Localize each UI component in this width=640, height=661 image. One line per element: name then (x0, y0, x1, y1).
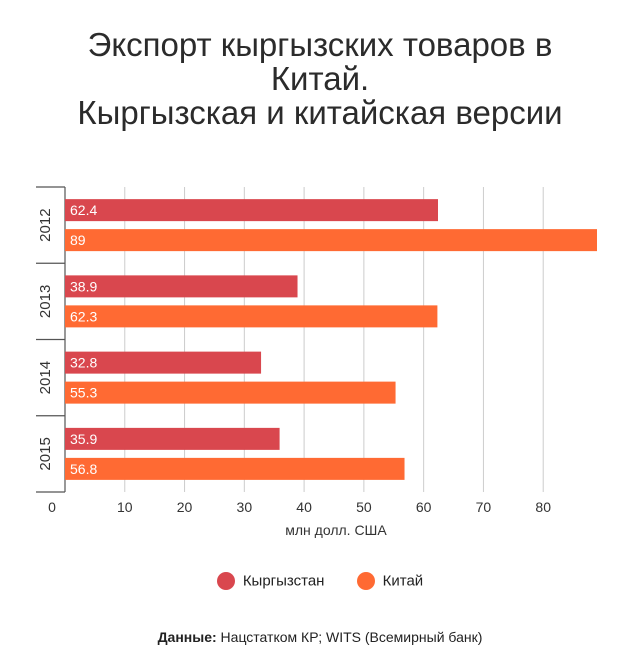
chart-title: Экспорт кыргызских товаров в Китай. Кырг… (0, 28, 640, 130)
category-label-2015: 2015 (37, 437, 54, 470)
legend-item-kyrgyzstan[interactable]: Кыргызстан (216, 572, 325, 591)
data-label-kyrgyzstan-2013: 38.9 (70, 278, 97, 294)
bar-china-2014 (65, 381, 396, 404)
legend: Кыргызстан Китай (0, 572, 640, 591)
bar-china-2015 (65, 457, 405, 480)
category-label-2014: 2014 (37, 361, 54, 394)
data-label-kyrgyzstan-2015: 35.9 (70, 431, 97, 447)
bar-china-2013 (65, 305, 438, 328)
x-axis-title: млн долл. США (285, 522, 387, 538)
x-tick-label-70: 70 (476, 499, 492, 515)
bar-kyrgyzstan-2013 (65, 275, 298, 298)
bar-kyrgyzstan-2012 (65, 199, 438, 222)
bar-china-2012 (65, 229, 597, 252)
x-tick-label-40: 40 (296, 499, 312, 515)
title-line-1: Экспорт кыргызских товаров в (87, 26, 553, 63)
data-label-china-2012: 89 (70, 232, 86, 248)
title-line-3: Кыргызская и китайская версии (77, 94, 563, 131)
category-label-2012: 2012 (37, 208, 54, 241)
data-label-kyrgyzstan-2014: 32.8 (70, 355, 97, 371)
source-text: Нацстатком КР; WITS (Всемирный банк) (220, 629, 483, 645)
legend-label-china: Китай (382, 572, 424, 590)
category-label-2013: 2013 (37, 285, 54, 318)
data-label-china-2015: 56.8 (70, 461, 97, 477)
legend-swatch-kyrgyzstan (216, 572, 235, 591)
x-tick-label-60: 60 (416, 499, 432, 515)
x-tick-label-0: 0 (48, 499, 56, 515)
x-tick-label-80: 80 (535, 499, 551, 515)
source-label: Данные: (157, 629, 217, 645)
data-label-china-2013: 62.3 (70, 308, 97, 324)
data-label-kyrgyzstan-2012: 62.4 (70, 202, 97, 218)
x-tick-label-30: 30 (237, 499, 253, 515)
legend-label-kyrgyzstan: Кыргызстан (242, 572, 325, 590)
bar-kyrgyzstan-2014 (65, 351, 262, 374)
title-line-2: Китай. (270, 60, 370, 97)
legend-item-china[interactable]: Китай (356, 572, 424, 591)
legend-swatch-china (356, 572, 375, 591)
bar-chart: 2012 2013 2014 2015 62.4 38.9 32.8 35.9 89 62.3 55… (36, 186, 597, 538)
source-note: Данные: Нацстатком КР; WITS (Всемирный б… (0, 629, 640, 645)
bar-kyrgyzstan-2015 (65, 427, 280, 450)
x-tick-label-20: 20 (177, 499, 193, 515)
data-label-china-2014: 55.3 (70, 385, 97, 401)
x-tick-label-50: 50 (356, 499, 372, 515)
x-tick-label-10: 10 (117, 499, 133, 515)
